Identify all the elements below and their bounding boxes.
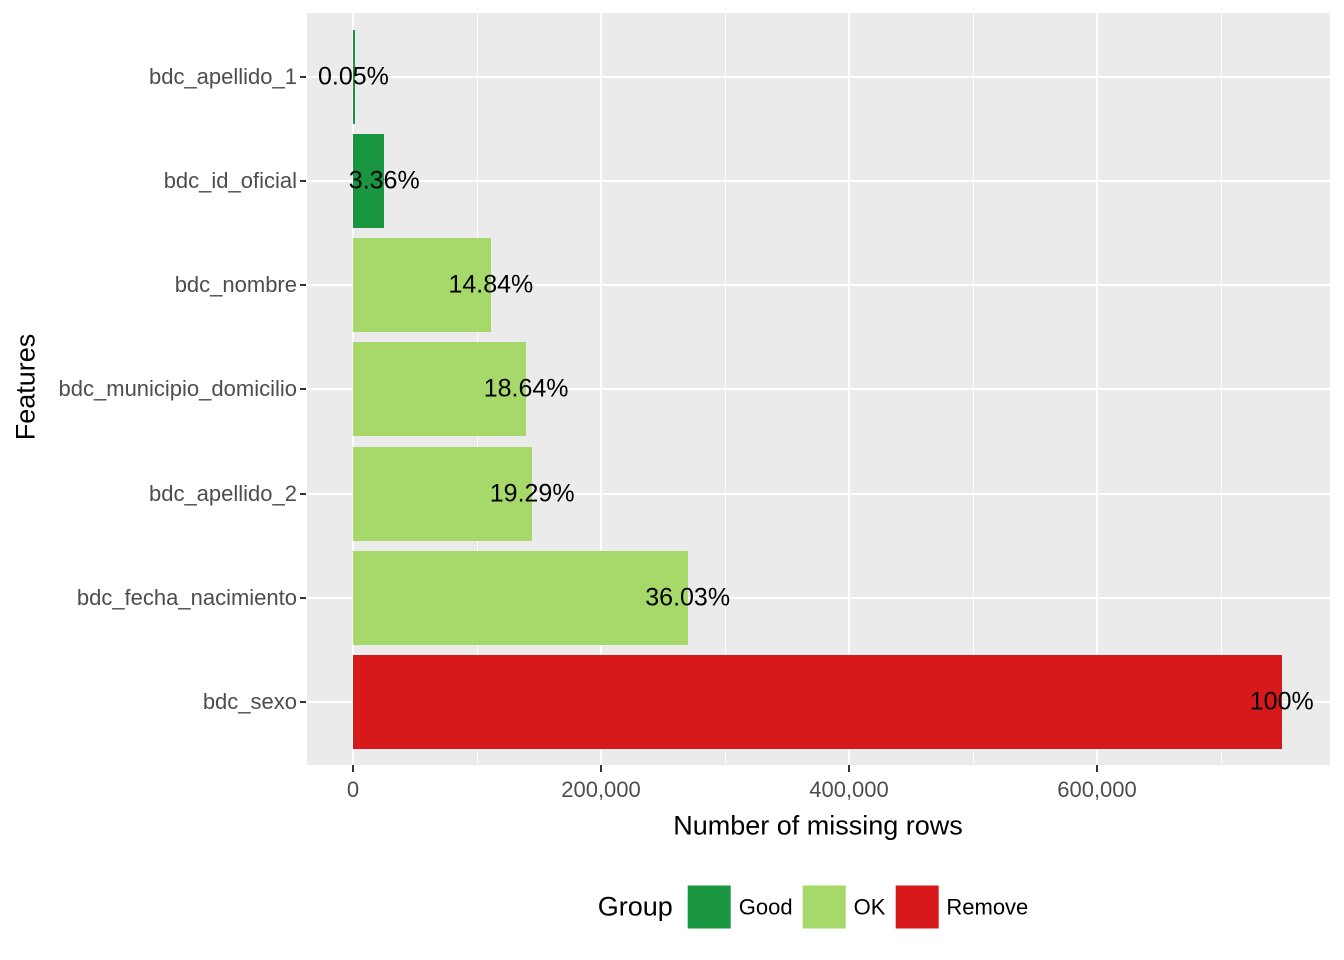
legend: Group Good OK Remove xyxy=(597,885,1039,929)
bar-bdc_apellido_2 xyxy=(353,446,533,541)
y-tick-mark xyxy=(300,75,306,78)
major-gridline xyxy=(307,492,1330,495)
bar-label-bdc_municipio_domicilio: 18.64% xyxy=(483,374,569,403)
y-axis-label-bdc_nombre: bdc_nombre xyxy=(174,272,297,297)
legend-title: Group xyxy=(597,891,673,922)
legend-entry-good: Good xyxy=(687,885,793,929)
y-tick-mark xyxy=(300,492,306,495)
major-gridline xyxy=(307,388,1330,391)
y-tick-mark xyxy=(300,388,306,391)
x-tick-mark xyxy=(352,765,354,772)
y-axis-label-bdc_apellido_2: bdc_apellido_2 xyxy=(148,480,297,506)
bar-label-bdc_id_oficial: 3.36% xyxy=(348,166,420,195)
legend-label: OK xyxy=(853,894,886,919)
plot-panel: 0.05% 3.36% 14.84% 18.64% 19.29% 36.03% 100% xyxy=(307,13,1330,765)
bar-bdc_sexo xyxy=(353,655,1282,749)
legend-label: Remove xyxy=(946,894,1029,919)
bar-label-bdc_apellido_1: 0.05% xyxy=(318,62,389,90)
x-tick-mark xyxy=(600,765,602,772)
legend-swatch-ok xyxy=(802,885,846,929)
bar-bdc_id_oficial xyxy=(353,133,385,228)
y-axis-label-bdc_fecha_nacimiento: bdc_fecha_nacimiento xyxy=(76,584,297,610)
y-axis-label-bdc_id_oficial: bdc_id_oficial xyxy=(163,167,297,193)
bar-label-bdc_sexo: 100% xyxy=(1249,687,1314,716)
major-gridline xyxy=(307,284,1330,286)
legend-label: Good xyxy=(738,894,793,919)
x-tick-mark xyxy=(848,765,850,772)
y-tick-mark xyxy=(300,701,306,703)
bar-label-bdc_fecha_nacimiento: 36.03% xyxy=(645,583,731,612)
major-gridline xyxy=(307,75,1330,78)
x-tick-mark xyxy=(1096,765,1098,772)
legend-entry-ok: OK xyxy=(802,885,886,929)
y-tick-mark xyxy=(300,596,306,599)
y-axis-label-bdc_sexo: bdc_sexo xyxy=(202,689,297,714)
y-axis-label-bdc_municipio_domicilio: bdc_municipio_domicilio xyxy=(58,376,297,402)
major-gridline xyxy=(307,596,1330,599)
bar-label-bdc_apellido_2: 19.29% xyxy=(489,479,575,507)
x-axis-label: 600,000 xyxy=(1057,777,1137,802)
bar-bdc_municipio_domicilio xyxy=(353,342,527,437)
x-axis-label: 400,000 xyxy=(809,777,889,802)
legend-entry-remove: Remove xyxy=(895,885,1029,929)
y-tick-mark xyxy=(300,284,306,286)
x-axis-label: 0 xyxy=(346,777,360,802)
y-axis-label-bdc_apellido_1: bdc_apellido_1 xyxy=(148,63,297,89)
bar-bdc_apellido_1 xyxy=(353,29,355,124)
legend-swatch-remove xyxy=(895,885,939,929)
y-tick-mark xyxy=(300,179,306,182)
major-gridline xyxy=(307,179,1330,182)
bar-bdc_fecha_nacimiento xyxy=(353,550,688,645)
x-axis-title: Number of missing rows xyxy=(673,810,963,841)
x-axis-label: 200,000 xyxy=(561,777,641,802)
bar-label-bdc_nombre: 14.84% xyxy=(448,270,534,299)
legend-swatch-good xyxy=(687,885,731,929)
bar-bdc_nombre xyxy=(353,238,491,332)
